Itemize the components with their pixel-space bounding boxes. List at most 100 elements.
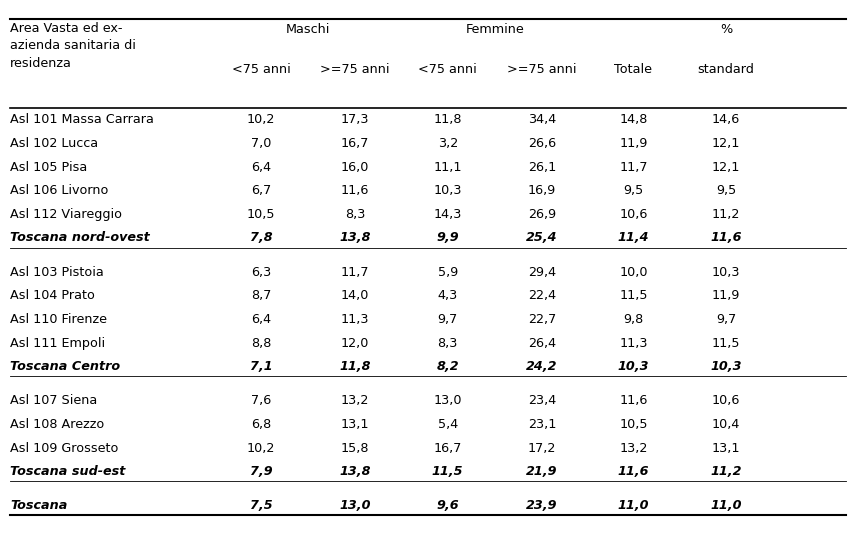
Text: 10,6: 10,6 bbox=[711, 394, 740, 407]
Text: 8,7: 8,7 bbox=[251, 289, 271, 302]
Text: %: % bbox=[720, 23, 732, 36]
Text: 26,9: 26,9 bbox=[528, 208, 556, 221]
Text: 16,0: 16,0 bbox=[341, 160, 370, 173]
Text: 10,3: 10,3 bbox=[433, 184, 462, 197]
Text: <75 anni: <75 anni bbox=[419, 63, 477, 76]
Text: 11,0: 11,0 bbox=[710, 500, 741, 512]
Text: 21,9: 21,9 bbox=[526, 465, 557, 478]
Text: Maschi: Maschi bbox=[286, 23, 330, 36]
Text: 10,3: 10,3 bbox=[710, 360, 741, 373]
Text: 12,1: 12,1 bbox=[711, 137, 740, 150]
Text: Toscana sud-est: Toscana sud-est bbox=[10, 465, 126, 478]
Text: 6,8: 6,8 bbox=[251, 418, 271, 431]
Text: 10,2: 10,2 bbox=[247, 442, 276, 455]
Text: 11,7: 11,7 bbox=[619, 160, 648, 173]
Text: 11,6: 11,6 bbox=[618, 465, 649, 478]
Text: 10,2: 10,2 bbox=[247, 113, 276, 126]
Text: 11,4: 11,4 bbox=[618, 232, 649, 245]
Text: 23,4: 23,4 bbox=[527, 394, 556, 407]
Text: 6,4: 6,4 bbox=[251, 313, 271, 326]
Text: 17,3: 17,3 bbox=[341, 113, 370, 126]
Text: 22,4: 22,4 bbox=[528, 289, 556, 302]
Text: 9,6: 9,6 bbox=[437, 500, 459, 512]
Text: 11,7: 11,7 bbox=[341, 266, 370, 279]
Text: Asl 102 Lucca: Asl 102 Lucca bbox=[10, 137, 98, 150]
Text: 8,3: 8,3 bbox=[437, 336, 458, 349]
Text: 15,8: 15,8 bbox=[341, 442, 370, 455]
Text: 10,4: 10,4 bbox=[711, 418, 740, 431]
Text: 14,6: 14,6 bbox=[711, 113, 740, 126]
Text: 16,9: 16,9 bbox=[527, 184, 556, 197]
Text: 16,7: 16,7 bbox=[433, 442, 462, 455]
Text: 12,1: 12,1 bbox=[711, 160, 740, 173]
Text: Toscana Centro: Toscana Centro bbox=[10, 360, 121, 373]
Text: 12,0: 12,0 bbox=[341, 336, 370, 349]
Text: Asl 103 Pistoia: Asl 103 Pistoia bbox=[10, 266, 104, 279]
Text: 9,7: 9,7 bbox=[437, 313, 458, 326]
Text: 14,8: 14,8 bbox=[619, 113, 648, 126]
Text: Asl 108 Arezzo: Asl 108 Arezzo bbox=[10, 418, 104, 431]
Text: 34,4: 34,4 bbox=[527, 113, 556, 126]
Text: 11,2: 11,2 bbox=[710, 465, 741, 478]
Text: 14,3: 14,3 bbox=[433, 208, 462, 221]
Text: 13,0: 13,0 bbox=[340, 500, 371, 512]
Text: Asl 111 Empoli: Asl 111 Empoli bbox=[10, 336, 105, 349]
Text: 16,7: 16,7 bbox=[341, 137, 370, 150]
Text: 5,9: 5,9 bbox=[437, 266, 458, 279]
Text: standard: standard bbox=[698, 63, 754, 76]
Text: 11,8: 11,8 bbox=[433, 113, 462, 126]
Text: 6,4: 6,4 bbox=[251, 160, 271, 173]
Text: <75 anni: <75 anni bbox=[232, 63, 290, 76]
Text: 10,5: 10,5 bbox=[247, 208, 276, 221]
Text: 11,6: 11,6 bbox=[341, 184, 370, 197]
Text: 11,3: 11,3 bbox=[619, 336, 648, 349]
Text: 3,2: 3,2 bbox=[437, 137, 458, 150]
Text: Totale: Totale bbox=[615, 63, 652, 76]
Text: 11,8: 11,8 bbox=[340, 360, 371, 373]
Text: 13,2: 13,2 bbox=[619, 442, 648, 455]
Text: 9,9: 9,9 bbox=[437, 232, 459, 245]
Text: 11,2: 11,2 bbox=[711, 208, 740, 221]
Text: 13,8: 13,8 bbox=[340, 465, 371, 478]
Text: 10,5: 10,5 bbox=[619, 418, 648, 431]
Text: 9,5: 9,5 bbox=[623, 184, 644, 197]
Text: 11,0: 11,0 bbox=[618, 500, 649, 512]
Text: Asl 112 Viareggio: Asl 112 Viareggio bbox=[10, 208, 122, 221]
Text: 26,6: 26,6 bbox=[528, 137, 556, 150]
Text: 24,2: 24,2 bbox=[526, 360, 557, 373]
Text: 13,2: 13,2 bbox=[341, 394, 370, 407]
Text: 11,1: 11,1 bbox=[433, 160, 462, 173]
Text: 6,7: 6,7 bbox=[251, 184, 271, 197]
Text: 7,0: 7,0 bbox=[251, 137, 271, 150]
Text: 7,6: 7,6 bbox=[251, 394, 271, 407]
Text: 13,1: 13,1 bbox=[711, 442, 740, 455]
Text: 13,0: 13,0 bbox=[433, 394, 462, 407]
Text: Femmine: Femmine bbox=[466, 23, 524, 36]
Text: 8,3: 8,3 bbox=[345, 208, 366, 221]
Text: 26,1: 26,1 bbox=[527, 160, 556, 173]
Text: 10,3: 10,3 bbox=[711, 266, 740, 279]
Text: 10,6: 10,6 bbox=[619, 208, 648, 221]
Text: 23,1: 23,1 bbox=[527, 418, 556, 431]
Text: >=75 anni: >=75 anni bbox=[507, 63, 577, 76]
Text: 8,2: 8,2 bbox=[437, 360, 459, 373]
Text: 8,8: 8,8 bbox=[251, 336, 271, 349]
Text: 9,5: 9,5 bbox=[716, 184, 736, 197]
Text: 13,1: 13,1 bbox=[341, 418, 370, 431]
Text: 11,9: 11,9 bbox=[711, 289, 740, 302]
Text: 17,2: 17,2 bbox=[527, 442, 556, 455]
Text: 7,1: 7,1 bbox=[250, 360, 272, 373]
Text: Asl 105 Pisa: Asl 105 Pisa bbox=[10, 160, 87, 173]
Text: 14,0: 14,0 bbox=[341, 289, 370, 302]
Text: 23,9: 23,9 bbox=[526, 500, 557, 512]
Text: Toscana nord-ovest: Toscana nord-ovest bbox=[10, 232, 150, 245]
Text: Area Vasta ed ex-
azienda sanitaria di
residenza: Area Vasta ed ex- azienda sanitaria di r… bbox=[10, 22, 136, 70]
Text: 7,5: 7,5 bbox=[250, 500, 272, 512]
Text: Asl 109 Grosseto: Asl 109 Grosseto bbox=[10, 442, 119, 455]
Text: 11,9: 11,9 bbox=[619, 137, 648, 150]
Text: Asl 106 Livorno: Asl 106 Livorno bbox=[10, 184, 109, 197]
Text: 11,5: 11,5 bbox=[711, 336, 740, 349]
Text: >=75 anni: >=75 anni bbox=[320, 63, 390, 76]
Text: 11,6: 11,6 bbox=[710, 232, 741, 245]
Text: 25,4: 25,4 bbox=[526, 232, 557, 245]
